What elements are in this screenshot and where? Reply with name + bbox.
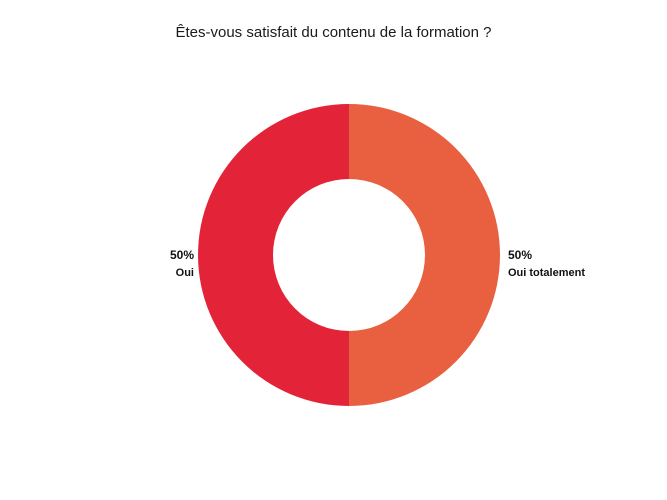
donut-slice-oui (198, 104, 349, 406)
chart-title: Êtes-vous satisfait du contenu de la for… (175, 24, 492, 41)
slice-name-oui: Oui (175, 267, 194, 279)
slice-label-oui-totalement: 50% Oui totalement (508, 246, 585, 282)
slice-percent-oui: 50% (169, 248, 194, 262)
slice-label-oui: 50% Oui (170, 246, 194, 282)
donut-slice-oui-totalement (349, 104, 500, 406)
slice-percent-oui-totalement: 50% (508, 248, 533, 262)
slice-name-oui-totalement: Oui totalement (508, 267, 586, 279)
